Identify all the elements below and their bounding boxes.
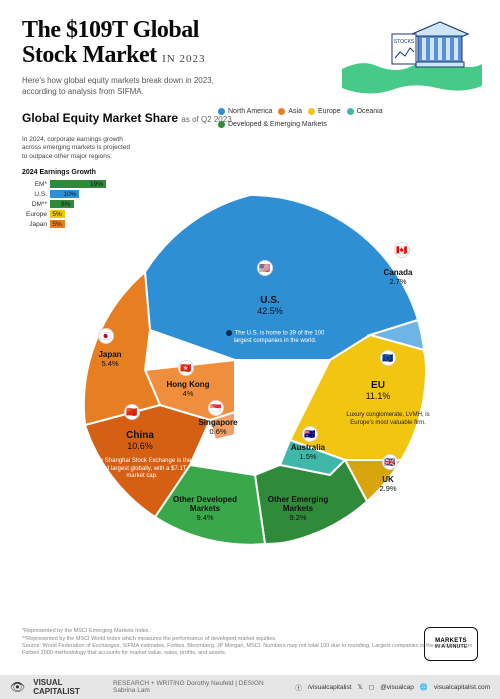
vc-logo-icon: 👁 [10, 680, 25, 694]
footer-social: ⓕ /visualcapitalist 𝕏 ◻ @visualcap 🌐 vis… [295, 682, 490, 692]
legend-label: North America [228, 108, 272, 115]
legend-label: Europe [318, 108, 341, 115]
legend-label: Asia [288, 108, 302, 115]
x-icon: 𝕏 [358, 683, 363, 691]
growth-rect: 5% [50, 210, 65, 218]
title-line2: Stock Market [22, 42, 157, 68]
legend-swatch [278, 108, 285, 115]
instagram-icon: ◻ [369, 683, 374, 691]
growth-rect: 5% [50, 220, 65, 228]
footnotes: *Represented by the MSCI Emerging Market… [22, 628, 478, 657]
credits: RESEARCH + WRITING Dorothy Neufeld | DES… [113, 680, 287, 694]
growth-label: DM** [22, 201, 50, 208]
svg-text:STOCKS: STOCKS [394, 39, 415, 45]
callout: The Shanghai Stock Exchange is the third… [92, 458, 192, 481]
flag-icon: 🇬🇧 [382, 454, 398, 470]
sidebar-intro: In 2024, corporate earnings growth acros… [22, 136, 132, 161]
flag-icon: 🇨🇳 [124, 404, 140, 420]
legend-swatch [308, 108, 315, 115]
flag-icon: 🇦🇺 [302, 426, 318, 442]
legend-swatch [347, 108, 354, 115]
growth-label: Europe [22, 211, 50, 218]
footnote-line: *Represented by the MSCI Emerging Market… [22, 628, 478, 635]
flag-icon: 🇨🇦 [394, 242, 410, 258]
flag-icon: 🇭🇰 [178, 360, 194, 376]
footnote-line: **Represented by the MSCI World Index wh… [22, 636, 478, 643]
hero-illustration: STOCKS [342, 14, 482, 99]
flag-icon: 🇯🇵 [98, 328, 114, 344]
facebook-icon: ⓕ [295, 682, 302, 692]
title-line1: The $109T Global [22, 17, 199, 43]
brand-name: VISUAL CAPITALIST [33, 678, 105, 696]
legend-label: Oceania [357, 108, 383, 115]
growth-rect: 19% [50, 180, 106, 188]
header: The $109T Global Stock Market IN 2023 He… [0, 0, 500, 105]
legend-swatch [218, 121, 225, 128]
globe-icon: 🌐 [420, 683, 428, 691]
callout: The U.S. is home to 39 of the 100 larges… [225, 330, 325, 346]
legend-item: Developed & Emerging Markets [218, 121, 327, 128]
section-title-text: Global Equity Market Share [22, 111, 178, 125]
infographic-page: The $109T Global Stock Market IN 2023 He… [0, 0, 500, 699]
callout: Luxury conglomerate, LVMH, is Europe's m… [338, 412, 438, 427]
flag-icon: 🇪🇺 [380, 350, 396, 366]
flag-icon: 🇺🇸 [257, 260, 273, 276]
legend-item: Asia [278, 108, 302, 115]
flag-icon: 🇸🇬 [208, 400, 224, 416]
legend-swatch [218, 108, 225, 115]
footnote-line: Source: World Federation of Exchanges, S… [22, 643, 478, 657]
slice-other-emerging-markets [255, 460, 370, 544]
legend-label: Developed & Emerging Markets [228, 121, 327, 128]
chart-svg [70, 190, 430, 550]
legend: North America Asia Europe Oceania Developed … [218, 108, 478, 128]
footer: 👁 VISUAL CAPITALIST RESEARCH + WRITING D… [0, 675, 500, 699]
legend-item: Europe [308, 108, 341, 115]
title-year: IN 2023 [162, 53, 205, 65]
market-share-chart: U.S.42.5%Canada2.7%EU11.1%UK2.9%Australi… [70, 190, 430, 550]
growth-label: Japan [22, 221, 50, 228]
legend-item: North America [218, 108, 272, 115]
growth-label: EM* [22, 181, 50, 188]
legend-item: Oceania [347, 108, 383, 115]
growth-label: U.S. [22, 191, 50, 198]
growth-bar: EM*19% [22, 180, 132, 188]
subtitle: Here's how global equity markets break d… [22, 76, 242, 97]
growth-title: 2024 Earnings Growth [22, 169, 132, 176]
badge-line2: IN A MINUTE [434, 644, 467, 650]
markets-in-a-minute-badge: MARKETS IN A MINUTE [424, 627, 478, 661]
